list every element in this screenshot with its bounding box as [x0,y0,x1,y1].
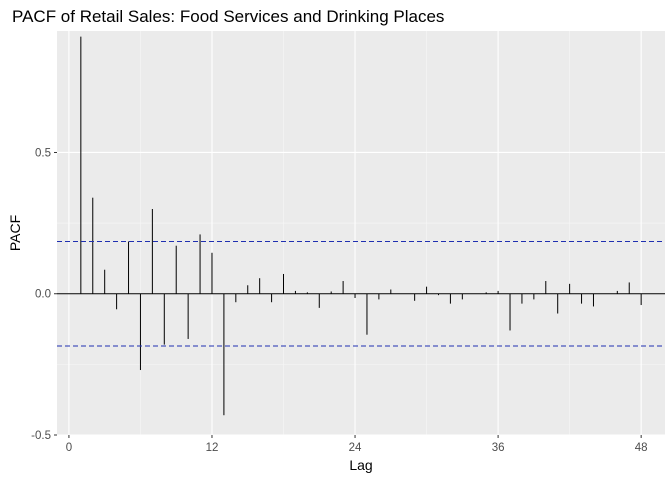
pacf-bars [80,36,642,416]
chart-title: PACF of Retail Sales: Food Services and … [12,7,444,26]
x-axis: 0 12 24 36 48 [66,435,648,454]
y-axis: -0.5 0.0 0.5 [31,147,57,442]
y-tick-label: 0.0 [35,289,51,301]
y-tick-label: -0.5 [31,430,51,442]
x-tick-label: 36 [492,442,505,454]
x-axis-title: Lag [349,457,372,473]
x-tick-label: 12 [206,442,219,454]
y-axis-title: PACF [7,215,23,251]
plot-panel [57,31,665,435]
y-tick-label: 0.5 [35,147,51,159]
x-tick-label: 24 [349,442,362,454]
x-tick-label: 48 [635,442,648,454]
x-tick-label: 0 [66,442,72,454]
